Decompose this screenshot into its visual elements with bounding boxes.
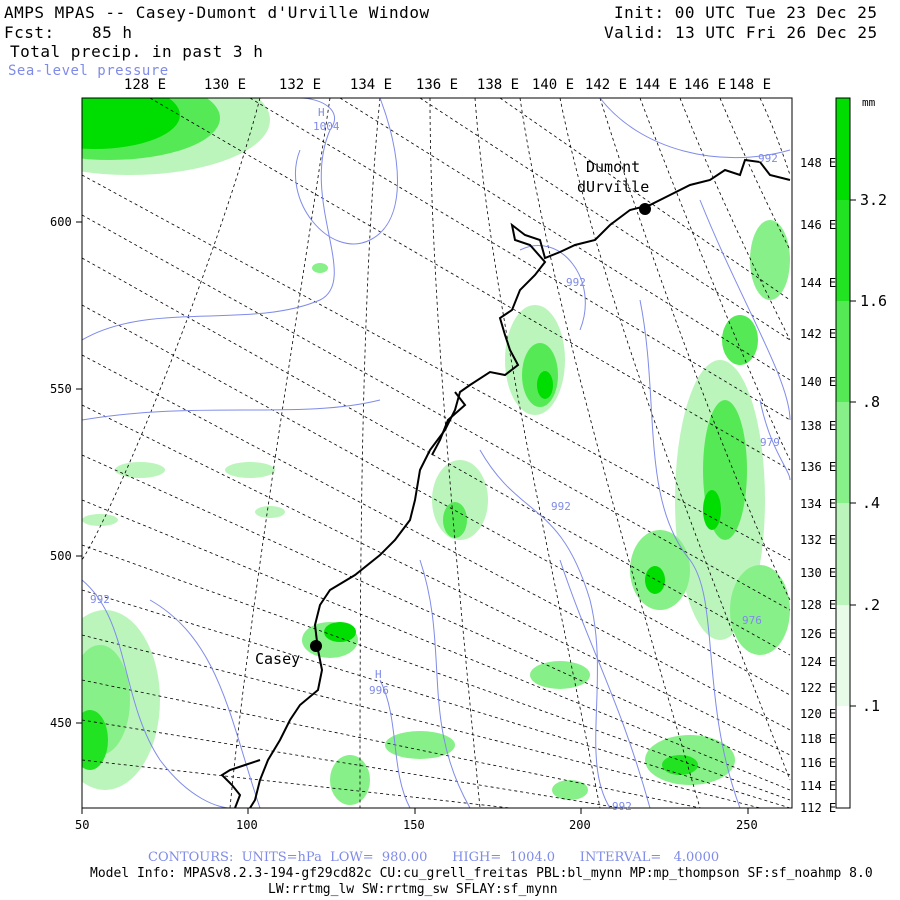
precip-shading (82, 98, 790, 805)
colorbar-label: .4 (862, 494, 881, 512)
slp-label: 992 (758, 152, 778, 165)
station-label: dUrville (577, 178, 649, 196)
y-tick-label: 500 (50, 549, 72, 563)
valid-time: Valid: 13 UTC Fri 26 Dec 25 (604, 23, 878, 42)
slp-label: 992 (612, 800, 632, 813)
slp-label: 1004 (313, 120, 340, 133)
dumont-durville-marker (639, 203, 651, 215)
y-tick-label: 600 (50, 215, 72, 229)
slp-contours (82, 98, 791, 808)
contour-info: CONTOURS: UNITS=hPa LOW= 980.00 HIGH= 10… (148, 850, 720, 865)
right-lon-label: 134 E (800, 497, 836, 511)
top-lon-label: 128 E (123, 77, 167, 93)
top-lon-label: 144 E (634, 77, 678, 93)
right-lon-label: 126 E (800, 627, 836, 641)
colorbar-label: 3.2 (860, 191, 888, 209)
station-label: Dumont (586, 158, 640, 176)
x-tick-label: 250 (736, 818, 758, 832)
forecast-hour: 85 h (92, 23, 133, 42)
y-axis-ticks: 600 550 500 450 (50, 215, 82, 730)
top-lon-label: 138 E (476, 77, 520, 93)
right-lon-label: 122 E (800, 681, 836, 695)
right-lon-label: 136 E (800, 460, 836, 474)
top-lon-label: 136 E (415, 77, 459, 93)
top-lon-label: 148 E (728, 77, 772, 93)
station-label: Casey (255, 650, 300, 668)
top-lon-label: 134 E (349, 77, 393, 93)
slp-label: 976 (742, 614, 762, 627)
right-lon-label: 132 E (800, 533, 836, 547)
colorbar-swatch (836, 301, 850, 402)
slp-label: H (318, 106, 325, 119)
right-lon-label: 138 E (800, 419, 836, 433)
field-name: Total precip. in past 3 h (10, 42, 264, 61)
colorbar-label: .8 (862, 393, 881, 411)
slp-label: 992 (566, 276, 586, 289)
slp-label: 979 (760, 436, 780, 449)
colorbar-swatch (836, 402, 850, 503)
forecast-label: Fcst: (4, 23, 55, 42)
right-lon-label: 120 E (800, 707, 836, 721)
scheme-info: LW:rrtmg_lw SW:rrtmg_sw SFLAY:sf_mynn (268, 882, 558, 897)
slp-label: 992 (90, 593, 110, 606)
right-lon-label: 128 E (800, 598, 836, 612)
x-tick-label: 150 (403, 818, 425, 832)
y-tick-label: 550 (50, 382, 72, 396)
casey-marker (310, 640, 322, 652)
right-lon-label: 142 E (800, 327, 836, 341)
right-lon-labels: 148 E 146 E 144 E 142 E 140 E 138 E 136 … (800, 156, 836, 815)
top-lon-label: 142 E (584, 77, 628, 93)
right-lon-label: 130 E (800, 566, 836, 580)
top-lon-label: 140 E (531, 77, 575, 93)
colorbar-swatch (836, 605, 850, 706)
right-lon-label: 146 E (800, 218, 836, 232)
colorbar-swatch (836, 98, 850, 200)
overlay-name: Sea-level pressure (8, 63, 169, 79)
x-tick-label: 200 (569, 818, 591, 832)
colorbar-unit: mm (862, 96, 876, 109)
right-lon-label: 118 E (800, 732, 836, 746)
x-axis-ticks: 50 100 150 200 250 (75, 808, 758, 832)
colorbar (835, 97, 856, 809)
top-lon-label: 146 E (683, 77, 727, 93)
slp-label: 992 (551, 500, 571, 513)
x-tick-label: 50 (75, 818, 89, 832)
right-lon-label: 144 E (800, 276, 836, 290)
colorbar-swatch (836, 503, 850, 605)
right-lon-label: 140 E (800, 375, 836, 389)
latlon-grid (82, 98, 791, 808)
colorbar-swatch (836, 200, 850, 301)
colorbar-label: 1.6 (860, 292, 888, 310)
colorbar-label: .2 (862, 596, 881, 614)
map-title: AMPS MPAS -- Casey-Dumont d'Urville Wind… (4, 3, 430, 22)
right-lon-label: 148 E (800, 156, 836, 170)
init-time: Init: 00 UTC Tue 23 Dec 25 (614, 3, 878, 22)
right-lon-label: 124 E (800, 655, 836, 669)
right-lon-label: 112 E (800, 801, 836, 815)
x-tick-label: 100 (236, 818, 258, 832)
top-lon-label: 130 E (203, 77, 247, 93)
map-frame (81, 97, 793, 809)
colorbar-swatch (836, 706, 850, 808)
slp-labels: H 1004 992 992 992 992 H 996 976 979 992 (90, 106, 780, 813)
model-info: Model Info: MPASv8.2.3-194-gf29cd82c CU:… (90, 866, 873, 881)
slp-label: 996 (369, 684, 389, 697)
y-tick-label: 450 (50, 716, 72, 730)
colorbar-label: .1 (862, 697, 881, 715)
right-lon-label: 114 E (800, 779, 836, 793)
top-lon-label: 132 E (278, 77, 322, 93)
slp-label: H (375, 668, 382, 681)
right-lon-label: 116 E (800, 756, 836, 770)
